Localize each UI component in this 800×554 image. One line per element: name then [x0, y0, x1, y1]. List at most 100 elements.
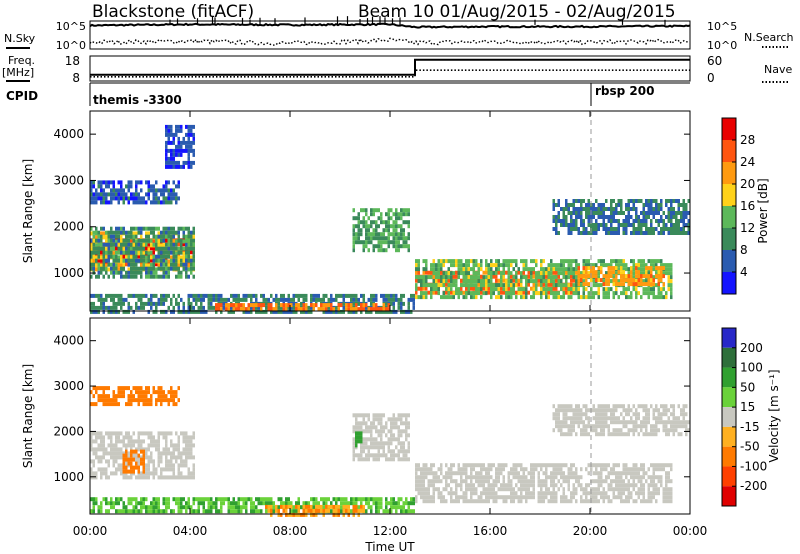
heatmap-cell — [617, 227, 620, 231]
heatmap-cell — [465, 479, 468, 484]
heatmap-cell — [622, 287, 625, 292]
heatmap-cell — [165, 164, 168, 169]
heatmap-cell — [532, 471, 535, 476]
heatmap-cell — [182, 475, 185, 480]
heatmap-cell — [582, 223, 585, 227]
heatmap-cell — [527, 279, 530, 284]
heatmap-cell — [602, 279, 605, 284]
heatmap-cell — [192, 258, 195, 263]
heatmap-cell — [667, 207, 670, 211]
heatmap-cell — [187, 144, 190, 149]
heatmap-cell — [627, 199, 630, 203]
heatmap-cell — [470, 279, 473, 284]
heatmap-cell — [612, 282, 615, 287]
heatmap-cell — [452, 263, 455, 268]
heatmap-cell — [375, 220, 378, 225]
heatmap-cell — [527, 487, 530, 492]
heatmap-cell — [142, 243, 145, 248]
heatmap-cell — [160, 467, 163, 472]
heatmap-cell — [667, 479, 670, 484]
heatmap-cell — [402, 449, 405, 454]
heatmap-cell — [610, 432, 613, 437]
heatmap-cell — [635, 282, 638, 287]
heatmap-cell — [682, 203, 685, 207]
heatmap-cell — [100, 435, 103, 440]
heatmap-cell — [177, 259, 180, 264]
heatmap-cell — [455, 479, 458, 484]
heatmap-cell — [640, 211, 643, 215]
heatmap-cell — [167, 250, 170, 255]
heatmap-cell — [432, 274, 435, 279]
heatmap-cell — [502, 475, 505, 480]
heatmap-cell — [502, 467, 505, 472]
heatmap-cell — [612, 211, 615, 215]
heatmap-cell — [610, 479, 613, 484]
heatmap-cell — [490, 487, 493, 492]
heatmap-cell — [120, 255, 123, 260]
heatmap-cell — [377, 449, 380, 454]
heatmap-cell — [650, 219, 653, 223]
heatmap-cell — [107, 180, 110, 185]
heatmap-cell — [420, 471, 423, 476]
heatmap-cell — [430, 463, 433, 468]
heatmap-cell — [595, 487, 598, 492]
heatmap-cell — [400, 208, 403, 213]
heatmap-cell — [472, 475, 475, 480]
heatmap-cell — [582, 219, 585, 223]
heatmap-cell — [470, 467, 473, 472]
heatmap-cell — [355, 439, 358, 444]
heatmap-cell — [607, 416, 610, 421]
heatmap-cell — [140, 242, 143, 247]
heatmap-cell — [472, 487, 475, 492]
heatmap-cell — [92, 451, 95, 456]
heatmap-cell — [142, 305, 145, 310]
heatmap-cell — [652, 295, 655, 300]
heatmap-cell — [187, 447, 190, 452]
heatmap-cell — [265, 305, 268, 310]
heatmap-cell — [425, 491, 428, 496]
heatmap-cell — [450, 475, 453, 480]
heatmap-cell — [177, 242, 180, 247]
heatmap-cell — [405, 244, 408, 249]
heatmap-cell — [420, 479, 423, 484]
heatmap-cell — [165, 140, 168, 145]
heatmap-cell — [105, 263, 108, 268]
heatmap-cell — [150, 293, 153, 298]
heatmap-cell — [580, 467, 583, 472]
heatmap-cell — [352, 224, 355, 229]
heatmap-cell — [167, 132, 170, 137]
heatmap-cell — [142, 254, 145, 259]
heatmap-cell — [502, 283, 505, 288]
heatmap-cell — [190, 160, 193, 165]
heatmap-cell — [432, 479, 435, 484]
heatmap-cell — [615, 231, 618, 235]
heatmap-cell — [605, 231, 608, 235]
heatmap-cell — [160, 301, 163, 306]
heatmap-cell — [155, 188, 158, 193]
heatmap-cell — [520, 491, 523, 496]
heatmap-cell — [155, 196, 158, 201]
heatmap-cell — [532, 259, 535, 264]
heatmap-cell — [280, 293, 283, 298]
heatmap-cell — [425, 495, 428, 500]
heatmap-cell — [360, 425, 363, 430]
heatmap-cell — [407, 220, 410, 225]
heatmap-cell — [150, 439, 153, 444]
heatmap-cell — [502, 267, 505, 272]
heatmap-cell — [250, 305, 253, 310]
heatmap-cell — [160, 451, 163, 456]
heatmap-cell — [415, 463, 418, 468]
heatmap-cell — [102, 231, 105, 236]
heatmap-cell — [687, 219, 690, 223]
heatmap-cell — [100, 394, 103, 399]
heatmap-cell — [602, 219, 605, 223]
heatmap-cell — [157, 451, 160, 456]
heatmap-cell — [600, 416, 603, 421]
heatmap-cell — [135, 447, 138, 452]
heatmap-cell — [585, 428, 588, 433]
heatmap-cell — [140, 461, 143, 466]
heatmap-cell — [535, 279, 538, 284]
heatmap-cell — [180, 226, 183, 231]
heatmap-cell — [660, 278, 663, 283]
heatmap-cell — [407, 212, 410, 217]
